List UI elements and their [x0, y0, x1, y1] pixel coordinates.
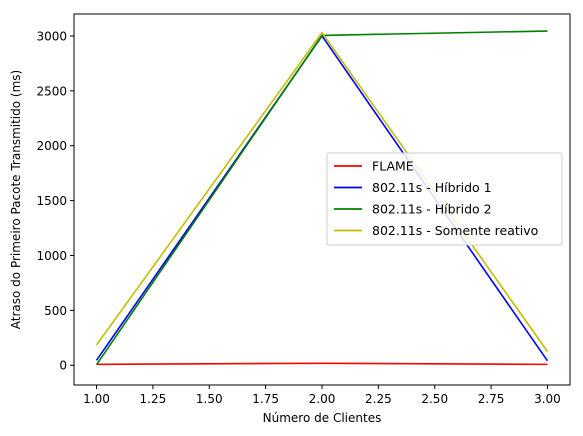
- x-axis-label: Número de Clientes: [263, 411, 382, 425]
- x-axis: 1.00 1.25 1.50 1.75 2.00 2.25 2.50 2.75 3.00: [83, 385, 561, 406]
- y-tick-label: 1500: [36, 194, 67, 208]
- x-tick-label: 1.75: [252, 392, 279, 406]
- legend-label: 802.11s - Híbrido 1: [372, 180, 492, 195]
- x-tick-label: 2.00: [309, 392, 336, 406]
- y-tick-label: 2500: [36, 84, 67, 98]
- legend-label: 802.11s - Híbrido 2: [372, 202, 492, 217]
- legend-label: 802.11s - Somente reativo: [372, 223, 538, 238]
- y-tick-label: 3000: [36, 29, 67, 43]
- y-tick-label: 1000: [36, 249, 67, 263]
- x-tick-label: 1.00: [83, 392, 110, 406]
- y-axis-label: Atraso do Primeiro Pacote Transmitido (m…: [9, 70, 23, 329]
- x-tick-label: 2.75: [478, 392, 505, 406]
- y-axis: 0 500 1000 1500 2000 2500 3000: [36, 29, 74, 373]
- y-tick-label: 0: [59, 359, 67, 373]
- series-line-3: [95, 30, 548, 366]
- x-tick-label: 1.25: [140, 392, 167, 406]
- legend-label: FLAME: [372, 159, 414, 174]
- y-tick-label: 2000: [36, 139, 67, 153]
- x-tick-label: 2.25: [365, 392, 392, 406]
- x-tick-label: 3.00: [534, 392, 561, 406]
- x-tick-label: 2.50: [421, 392, 448, 406]
- y-tick-label: 500: [44, 304, 67, 318]
- x-tick-label: 1.50: [196, 392, 223, 406]
- legend: FLAME 802.11s - Híbrido 1 802.11s - Híbrid…: [326, 152, 563, 246]
- series-line-1: [96, 362, 548, 366]
- legend-box: [326, 152, 563, 246]
